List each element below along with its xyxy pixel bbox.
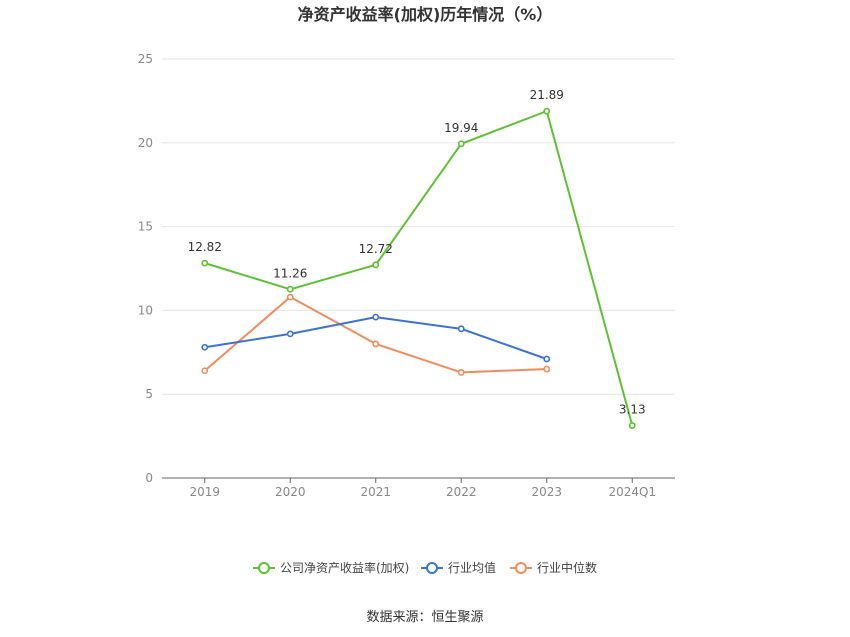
series-2 <box>201 293 551 376</box>
x-tick-label: 2023 <box>531 485 562 499</box>
legend: 公司净资产收益率(加权) 行业均值 行业中位数 <box>253 560 597 575</box>
legend-label: 行业中位数 <box>537 560 597 575</box>
x-tick-label: 2019 <box>189 485 220 499</box>
data-point <box>201 367 209 375</box>
axes: 0 5 10 15 20 25 2019 2020 2021 2022 2023 2024Q1 <box>138 52 675 499</box>
legend-label: 公司净资产收益率(加权) <box>280 560 409 575</box>
data-label: 19.94 <box>444 121 478 135</box>
legend-item-0: 公司净资产收益率(加权) <box>253 560 409 575</box>
data-point <box>628 422 636 429</box>
grid <box>162 58 675 395</box>
legend-marker <box>515 562 527 574</box>
data-label: 12.72 <box>359 242 393 256</box>
data-label: 3.13 <box>619 403 646 417</box>
data-point <box>543 355 551 363</box>
data-point <box>457 325 465 333</box>
data-point <box>543 365 551 373</box>
y-tick-label: 10 <box>138 303 153 317</box>
series-line <box>204 110 634 426</box>
legend-item-2: 行业中位数 <box>510 560 597 575</box>
y-tick-label: 0 <box>145 471 153 485</box>
data-point <box>372 261 380 269</box>
data-point <box>457 140 465 148</box>
legend-label: 行业均值 <box>448 560 496 575</box>
x-tick-label: 2024Q1 <box>608 485 656 499</box>
y-tick-label: 5 <box>145 387 153 401</box>
data-point <box>201 343 209 351</box>
series-line <box>204 316 548 360</box>
series-line <box>204 295 547 374</box>
data-point <box>372 340 380 348</box>
data-point <box>286 330 294 338</box>
data-label: 11.26 <box>273 266 307 280</box>
series-0: 12.82 11.26 12.72 19.94 21.89 3.13 <box>188 88 646 429</box>
x-tick-label: 2021 <box>360 485 391 499</box>
y-tick-label: 15 <box>138 220 153 234</box>
data-point <box>201 259 209 267</box>
data-point <box>372 313 380 321</box>
data-point <box>286 285 294 293</box>
y-tick-label: 20 <box>138 136 153 150</box>
data-label: 21.89 <box>530 88 564 102</box>
legend-marker <box>258 562 270 574</box>
chart-title: 净资产收益率(加权)历年情况（%） <box>298 5 553 24</box>
series-1 <box>201 313 551 363</box>
data-point <box>286 293 294 301</box>
y-tick-label: 25 <box>138 52 153 66</box>
legend-marker <box>426 562 438 574</box>
x-tick-label: 2022 <box>446 485 477 499</box>
data-label: 12.82 <box>188 240 222 254</box>
series-group: 12.82 11.26 12.72 19.94 21.89 3.13 <box>188 88 646 429</box>
data-point <box>457 369 465 376</box>
source-note: 数据来源：恒生聚源 <box>366 610 483 625</box>
legend-item-1: 行业均值 <box>421 560 496 575</box>
data-point <box>543 107 551 115</box>
x-tick-label: 2020 <box>275 485 306 499</box>
